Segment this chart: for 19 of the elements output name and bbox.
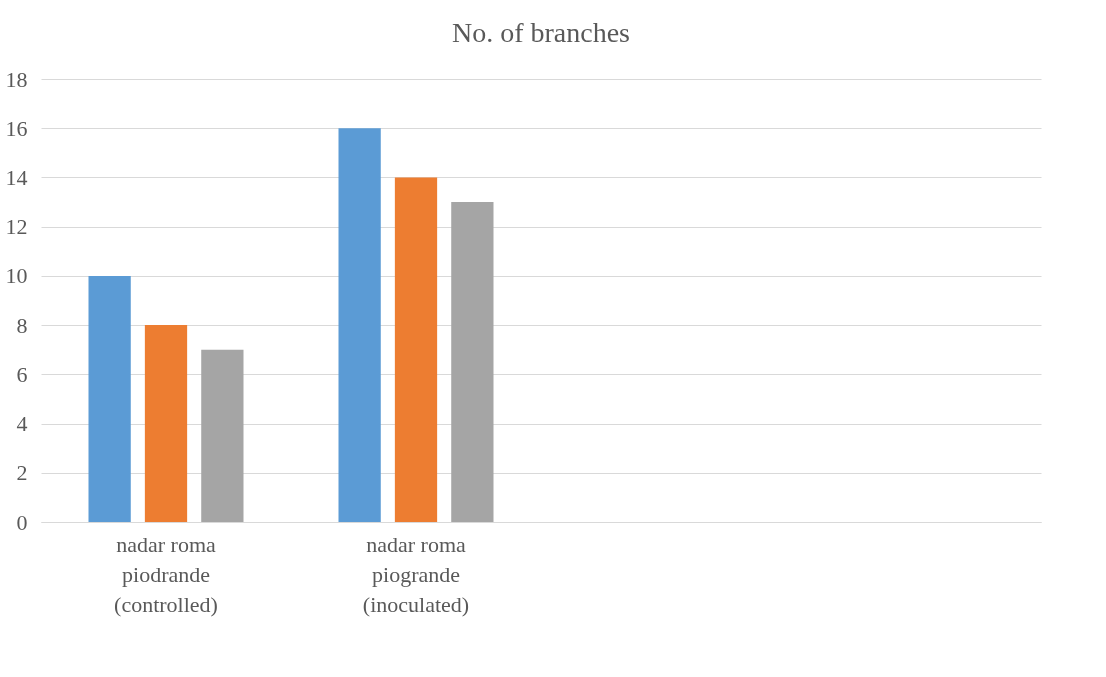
y-tick-label: 0 [16,509,28,535]
y-tick-label: 12 [5,214,28,240]
bar [394,177,438,522]
chart-title: No. of branches [451,17,631,48]
x-tick-label: nadar roma piodrande (controlled) [114,531,218,617]
y-tick-label: 14 [5,164,28,190]
bar [338,128,381,522]
bar [451,202,494,522]
bar [201,349,244,522]
y-tick-label: 2 [16,460,28,486]
y-tick-label: 8 [16,312,28,338]
y-tick-label: 6 [16,361,28,387]
bar [88,275,131,522]
bar [144,325,188,522]
y-tick-label: 16 [5,115,28,141]
y-tick-label: 18 [5,66,28,92]
y-tick-label: 4 [16,411,28,437]
x-tick-label: nadar roma piogrande (inoculated) [362,531,470,617]
y-tick-label: 10 [5,263,28,289]
